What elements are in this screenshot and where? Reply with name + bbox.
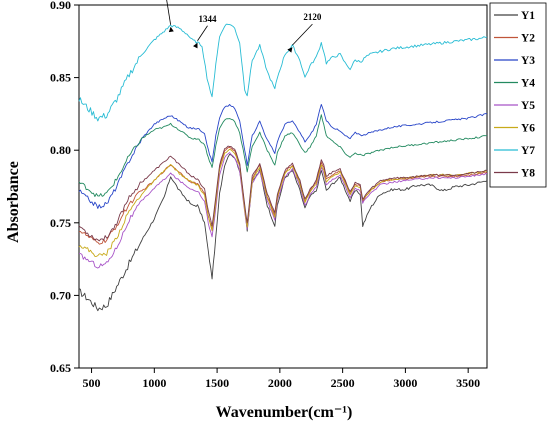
series-line-y7 — [78, 23, 488, 122]
x-tick-label: 3000 — [393, 376, 417, 390]
legend-label: Y8 — [521, 168, 535, 180]
series-line-y3 — [78, 103, 488, 209]
series-line-y4 — [78, 114, 487, 198]
x-tick-label: 3500 — [456, 376, 480, 390]
series-lines — [78, 23, 488, 312]
legend-label: Y5 — [521, 100, 535, 112]
y-tick-label: 0.85 — [50, 71, 71, 85]
legend-label: Y3 — [521, 55, 535, 67]
series-line-y5 — [78, 152, 488, 269]
legend-label: Y2 — [521, 33, 535, 45]
plot-area — [78, 4, 488, 369]
x-tick-label: 2500 — [331, 376, 355, 390]
series-line-y1 — [78, 153, 488, 312]
x-axis-title: Wavenumber(cm⁻¹) — [216, 404, 353, 421]
legend: Y1 Y2 Y3 Y4 Y5 Y6 Y7 Y8 — [489, 2, 547, 188]
annotation-arrowhead — [168, 26, 174, 33]
series-line-y6 — [78, 148, 488, 257]
x-tick-label: 2000 — [268, 376, 292, 390]
annotation-arrow — [166, 0, 172, 25]
annotation-label: 2120 — [303, 12, 322, 22]
y-tick-label: 0.65 — [50, 361, 71, 375]
peak-annotations: 113013442120 — [166, 0, 322, 53]
y-tick-label: 0.75 — [50, 216, 71, 230]
legend-label: Y1 — [521, 10, 535, 22]
y-tick-label: 0.80 — [50, 143, 71, 157]
x-tick-label: 500 — [83, 376, 101, 390]
y-axis-ticks: 0.65 0.70 0.75 0.80 0.85 0.90 — [50, 0, 79, 375]
x-axis-ticks: 500 1000 1500 2000 2500 3000 3500 — [83, 368, 480, 390]
x-tick-label: 1500 — [205, 376, 229, 390]
annotation-label: 1344 — [199, 14, 218, 24]
legend-box — [489, 2, 547, 188]
series-line-y8 — [78, 145, 488, 242]
annotation-arrowhead — [287, 47, 293, 53]
y-tick-label: 0.90 — [50, 0, 71, 12]
legend-label: Y4 — [521, 78, 535, 90]
annotation-arrow — [197, 25, 208, 41]
y-axis-title: Absorbance — [5, 161, 22, 243]
y-tick-label: 0.70 — [50, 288, 71, 302]
annotation-arrow — [292, 23, 313, 46]
series-line-y2 — [78, 146, 488, 245]
annotation-arrowhead — [193, 42, 198, 49]
legend-label: Y6 — [521, 123, 535, 135]
plot-border — [78, 4, 488, 369]
legend-label: Y7 — [521, 145, 535, 157]
x-tick-label: 1000 — [142, 376, 166, 390]
